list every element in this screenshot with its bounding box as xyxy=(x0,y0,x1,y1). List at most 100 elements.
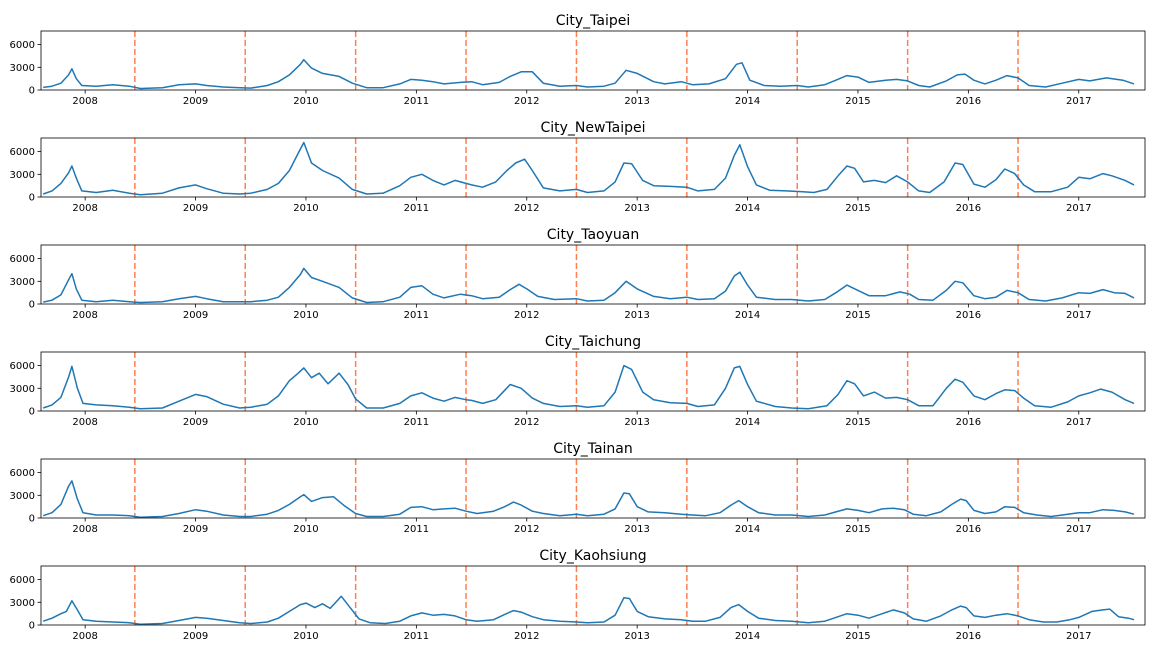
x-tick-label: 2008 xyxy=(72,203,97,214)
axes-frame xyxy=(40,30,1146,91)
x-tick-label: 2009 xyxy=(183,417,208,428)
series-line xyxy=(42,595,1135,625)
series-line xyxy=(42,141,1135,196)
x-tick-label: 2015 xyxy=(845,96,870,107)
x-tick-label: 2010 xyxy=(293,203,318,214)
x-tick-label: 2011 xyxy=(404,417,429,428)
panel-city-newtaipei: City_NewTaipei 0 3000 6000 2008 2009 2010 2011 2… xyxy=(10,120,1146,214)
x-tick-label: 2017 xyxy=(1066,96,1091,107)
x-tick-label: 2017 xyxy=(1066,524,1091,535)
panel-title: City_Tainan xyxy=(553,441,632,457)
x-tick-label: 2014 xyxy=(735,631,760,642)
x-tick-label: 2013 xyxy=(624,417,649,428)
x-tick-label: 2009 xyxy=(183,524,208,535)
panel-title: City_Taichung xyxy=(545,334,641,350)
x-tick-label: 2014 xyxy=(735,203,760,214)
y-tick-label: 6000 xyxy=(10,575,35,586)
y-tick-label: 3000 xyxy=(10,491,35,502)
y-tick-label: 6000 xyxy=(10,40,35,51)
x-tick-label: 2013 xyxy=(624,203,649,214)
x-tick-label: 2017 xyxy=(1066,631,1091,642)
x-tick-label: 2014 xyxy=(735,417,760,428)
x-tick-label: 2013 xyxy=(624,96,649,107)
y-tick-label: 6000 xyxy=(10,254,35,265)
axes-frame xyxy=(40,137,1146,198)
x-tick-label: 2008 xyxy=(72,631,97,642)
axes-frame xyxy=(40,244,1146,305)
x-tick-label: 2011 xyxy=(404,310,429,321)
x-tick-label: 2010 xyxy=(293,524,318,535)
x-tick-label: 2015 xyxy=(845,310,870,321)
x-tick-label: 2012 xyxy=(514,96,539,107)
x-tick-label: 2016 xyxy=(956,417,981,428)
panel-title: City_Taipei xyxy=(556,13,631,29)
y-tick-label: 0 xyxy=(29,621,35,632)
x-tick-label: 2012 xyxy=(514,631,539,642)
x-tick-label: 2009 xyxy=(183,310,208,321)
y-tick-label: 6000 xyxy=(10,468,35,479)
panel-city-taichung: City_Taichung 0 3000 6000 2008 2009 2010 2011 20… xyxy=(10,334,1146,428)
x-tick-label: 2012 xyxy=(514,310,539,321)
x-tick-label: 2010 xyxy=(293,310,318,321)
x-tick-label: 2008 xyxy=(72,417,97,428)
x-tick-label: 2011 xyxy=(404,631,429,642)
panel-city-taoyuan: City_Taoyuan 0 3000 6000 2008 2009 2010 2011 201… xyxy=(10,227,1146,321)
x-tick-label: 2012 xyxy=(514,417,539,428)
x-tick-label: 2016 xyxy=(956,310,981,321)
y-tick-label: 0 xyxy=(29,300,35,311)
x-tick-label: 2012 xyxy=(514,203,539,214)
y-tick-label: 3000 xyxy=(10,170,35,181)
panel-title: City_Taoyuan xyxy=(547,227,639,243)
y-tick-label: 0 xyxy=(29,514,35,525)
panel-city-kaohsiung: City_Kaohsiung 0 3000 6000 2008 2009 2010 2011 2… xyxy=(10,548,1146,642)
panel-city-taipei: City_Taipei 0 3000 6000 2008 2009 2010 2011 2012… xyxy=(10,13,1146,107)
x-tick-label: 2009 xyxy=(183,631,208,642)
y-tick-label: 3000 xyxy=(10,598,35,609)
x-tick-label: 2016 xyxy=(956,524,981,535)
y-tick-label: 0 xyxy=(29,86,35,97)
x-tick-label: 2010 xyxy=(293,631,318,642)
x-tick-label: 2008 xyxy=(72,310,97,321)
panel-container: City_Taipei 0 3000 6000 2008 2009 2010 2011 2012… xyxy=(10,13,1146,642)
y-tick-label: 6000 xyxy=(10,361,35,372)
x-tick-label: 2016 xyxy=(956,631,981,642)
x-tick-label: 2014 xyxy=(735,524,760,535)
x-tick-label: 2012 xyxy=(514,524,539,535)
x-tick-label: 2015 xyxy=(845,631,870,642)
panel-title: City_Kaohsiung xyxy=(539,548,646,564)
x-tick-label: 2016 xyxy=(956,96,981,107)
series-line xyxy=(43,58,1135,90)
x-tick-label: 2015 xyxy=(845,203,870,214)
x-tick-label: 2017 xyxy=(1066,417,1091,428)
axes-frame xyxy=(40,351,1146,412)
y-tick-label: 3000 xyxy=(10,63,35,74)
x-tick-label: 2009 xyxy=(183,96,208,107)
x-tick-label: 2011 xyxy=(404,524,429,535)
x-tick-label: 2011 xyxy=(404,96,429,107)
x-tick-label: 2013 xyxy=(624,524,649,535)
x-tick-label: 2013 xyxy=(624,631,649,642)
x-tick-label: 2013 xyxy=(624,310,649,321)
x-tick-label: 2009 xyxy=(183,203,208,214)
y-tick-label: 0 xyxy=(29,407,35,418)
y-tick-label: 0 xyxy=(29,193,35,204)
y-tick-label: 3000 xyxy=(10,277,35,288)
panel-city-tainan: City_Tainan 0 3000 6000 2008 2009 2010 2011 2012… xyxy=(10,441,1146,535)
x-tick-label: 2017 xyxy=(1066,203,1091,214)
x-tick-label: 2008 xyxy=(72,524,97,535)
panel-title: City_NewTaipei xyxy=(540,120,645,136)
y-tick-label: 3000 xyxy=(10,384,35,395)
x-tick-label: 2014 xyxy=(735,310,760,321)
x-tick-label: 2011 xyxy=(404,203,429,214)
series-line xyxy=(42,364,1135,410)
x-tick-label: 2015 xyxy=(845,417,870,428)
series-line xyxy=(43,267,1135,304)
x-tick-label: 2008 xyxy=(72,96,97,107)
x-tick-label: 2014 xyxy=(735,96,760,107)
y-tick-label: 6000 xyxy=(10,147,35,158)
x-tick-label: 2010 xyxy=(293,96,318,107)
x-tick-label: 2015 xyxy=(845,524,870,535)
x-tick-label: 2016 xyxy=(956,203,981,214)
x-tick-label: 2017 xyxy=(1066,310,1091,321)
